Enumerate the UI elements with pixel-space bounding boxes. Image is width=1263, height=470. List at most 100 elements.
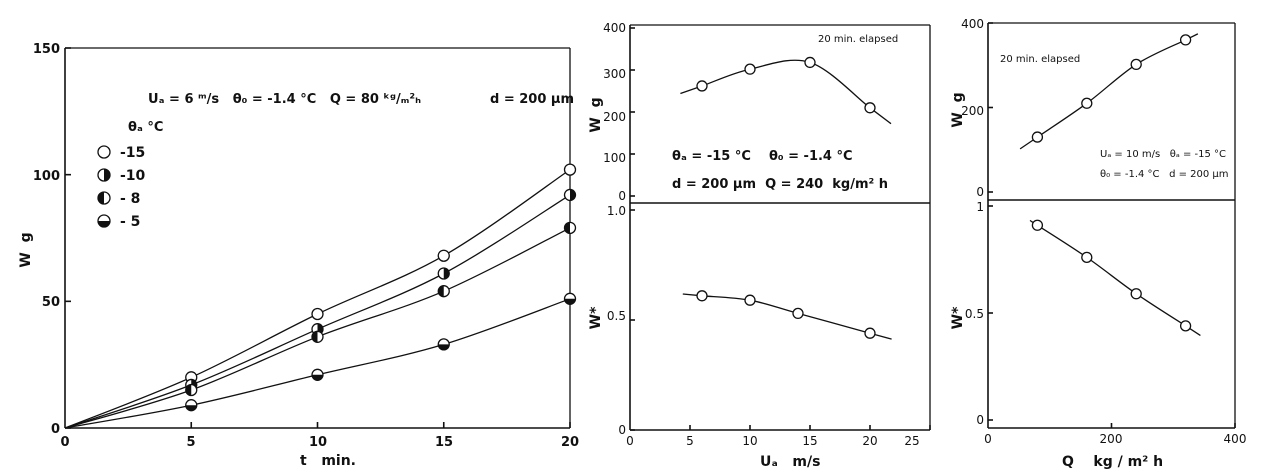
data-point	[437, 249, 450, 262]
data-point-marker	[563, 221, 577, 235]
left-diameter-annotation: d = 200 µm	[490, 92, 574, 107]
mid-temperature-annotation: θₐ = -15 °C θ₀ = -1.4 °C	[672, 149, 853, 164]
mid-points	[696, 56, 876, 339]
data-point-marker	[864, 327, 876, 339]
data-point-marker	[97, 214, 111, 228]
mid-xtick-label: 25	[904, 434, 919, 448]
data-point-marker	[185, 399, 198, 412]
mid-top-ytick-label: 200	[603, 110, 626, 124]
legend-label: - 5	[120, 214, 140, 230]
left-ytick-label: 100	[33, 169, 60, 184]
series-line	[1019, 33, 1199, 150]
right-xtick-label: 0	[984, 432, 992, 446]
data-point	[804, 56, 816, 69]
right-bottom-ytick-label: 0.5	[965, 307, 984, 321]
legend-label: -15	[120, 145, 145, 161]
left-x-axis-title: t min.	[300, 453, 356, 469]
right-top-ytick-label: 0	[976, 185, 984, 199]
mid-bottom-ytick-label: 1.0	[607, 204, 626, 218]
left-y-axis-title: W g	[18, 232, 34, 267]
data-point-fill	[104, 169, 110, 181]
data-point-fill	[312, 331, 318, 343]
left-xtick-label: 15	[435, 435, 453, 450]
data-point	[563, 163, 577, 176]
data-point-fill	[438, 344, 450, 350]
data-point-marker	[744, 63, 756, 75]
legend-label: - 8	[120, 191, 140, 207]
data-point-marker	[1031, 131, 1044, 143]
mid-elapsed-annotation: 20 min. elapsed	[818, 34, 898, 45]
mid-top-ytick-label: 400	[603, 21, 626, 35]
data-point-fill	[438, 285, 444, 297]
mid-top-ytick-label: 300	[603, 67, 626, 81]
data-point-marker	[804, 56, 816, 69]
data-point-marker	[437, 338, 450, 351]
data-point-fill	[185, 405, 197, 411]
mid-curves	[680, 59, 892, 340]
right-curves	[1019, 33, 1201, 337]
right-top-y-axis-title: W g	[950, 92, 966, 127]
data-point	[864, 327, 876, 339]
data-point-marker	[437, 267, 450, 280]
mid-bottom-ytick-label: 0	[618, 423, 626, 437]
mid-xtick-label: 10	[742, 434, 757, 448]
data-point-marker	[1179, 320, 1192, 332]
data-point-marker	[1081, 251, 1093, 264]
data-point	[1179, 34, 1192, 46]
left-xtick-label: 5	[186, 435, 195, 450]
series-line	[680, 59, 892, 125]
data-point-marker	[563, 292, 577, 305]
data-point-marker	[1130, 58, 1142, 71]
data-point-marker	[696, 80, 708, 92]
data-point-fill	[98, 221, 110, 227]
left-conditions-annotation: Uₐ = 6 ᵐ/s θ₀ = -1.4 °C Q = 80 ᵏᵍ/ₘ²ₕ	[148, 92, 421, 107]
right-bottom-ytick-label: 0	[976, 413, 984, 427]
data-point-marker	[563, 188, 577, 202]
series-line	[64, 169, 571, 429]
data-point-marker	[1031, 219, 1044, 231]
data-point	[696, 80, 708, 92]
data-point-fill	[443, 267, 450, 279]
data-point	[1179, 320, 1192, 332]
data-point	[1130, 288, 1142, 300]
right-top-ytick-label: 400	[961, 17, 984, 31]
data-point	[311, 307, 324, 321]
data-point-marker	[97, 191, 111, 205]
mid-top-y-axis-title: W g	[588, 97, 604, 132]
data-point-marker	[97, 168, 111, 182]
data-point	[97, 145, 111, 159]
data-point-fill	[312, 374, 324, 381]
data-point-marker	[185, 383, 198, 397]
left-legend	[97, 145, 111, 228]
right-bottom-y-axis-title: W*	[950, 306, 966, 329]
right-ticks	[988, 22, 1236, 428]
right-panel: 0 200 400 0 0.5 1 0 200 400 Q kg / m² h …	[950, 17, 1246, 470]
data-point	[1031, 131, 1044, 143]
right-x-axis-title: Q kg / m² h	[1062, 454, 1163, 470]
data-point-fill	[570, 189, 576, 201]
data-point-marker	[311, 307, 324, 321]
left-ytick-label: 50	[42, 295, 60, 310]
left-xtick-label: 20	[561, 435, 579, 450]
mid-top-ytick-label: 100	[603, 151, 626, 165]
left-points	[185, 163, 577, 412]
mid-xtick-label: 0	[626, 434, 634, 448]
left-xtick-label: 10	[309, 435, 327, 450]
mid-top-ytick-label: 0	[618, 189, 626, 203]
right-velocity-annotation: Uₐ = 10 m/s θₐ = -15 °C	[1100, 149, 1226, 160]
right-xtick-label: 400	[1224, 432, 1247, 446]
mid-x-axis-title: Uₐ m/s	[760, 454, 820, 470]
mid-particle-annotation: d = 200 µm Q = 240 kg/m² h	[672, 177, 888, 192]
data-point-marker	[437, 285, 450, 298]
left-xtick-label: 0	[60, 435, 69, 450]
data-point-marker	[311, 368, 324, 381]
data-point	[1130, 58, 1142, 71]
mid-bottom-ytick-label: 0.5	[607, 309, 626, 323]
data-point-marker	[311, 330, 324, 343]
mid-ticks	[630, 27, 931, 431]
data-point-marker	[1130, 288, 1142, 300]
data-point	[1081, 97, 1093, 109]
right-bottom-ytick-label: 1	[976, 200, 984, 214]
left-legend-title: θₐ °C	[128, 120, 163, 135]
